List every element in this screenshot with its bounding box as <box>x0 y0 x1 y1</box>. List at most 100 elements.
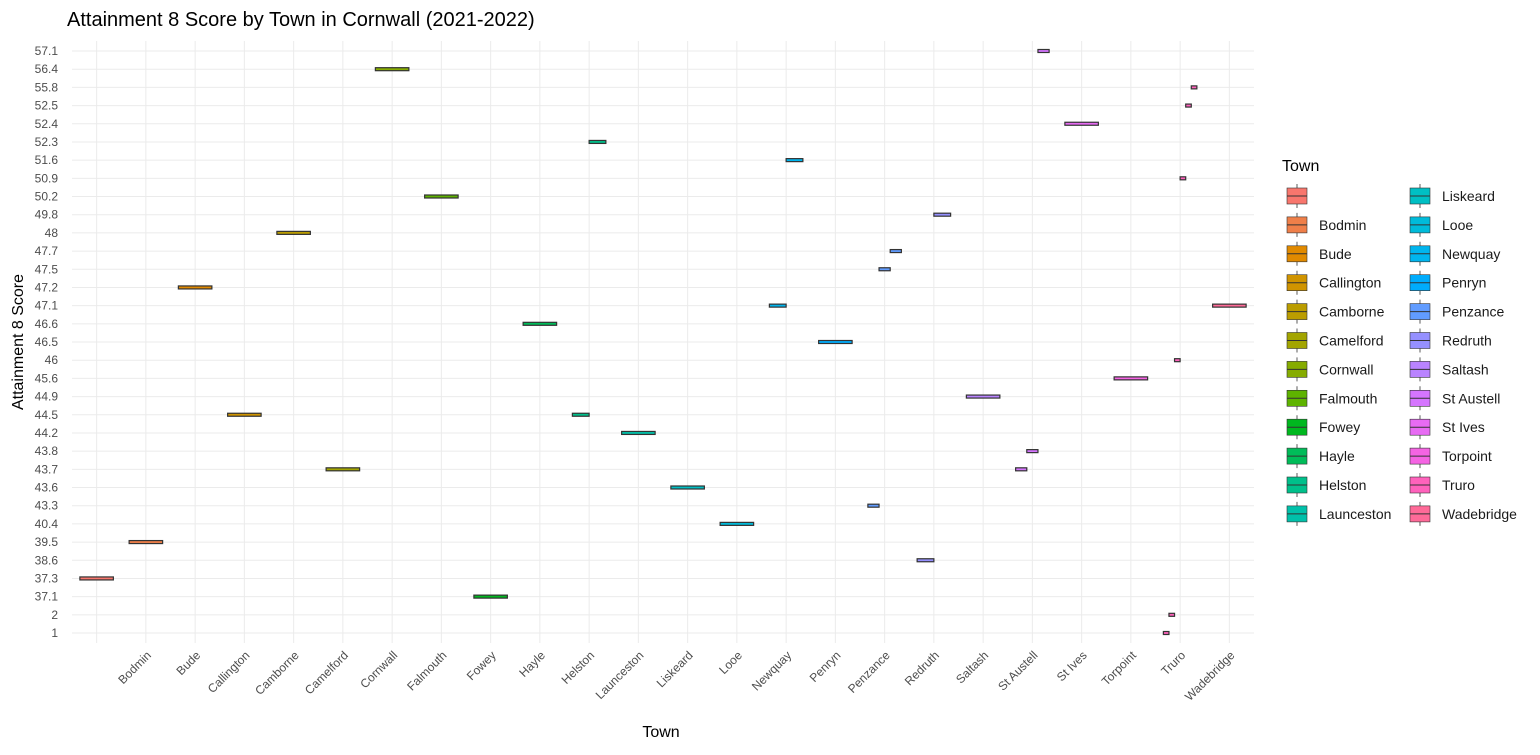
y-tick-label: 49.8 <box>35 208 59 222</box>
y-tick-label: 47.2 <box>35 280 59 294</box>
box <box>473 594 508 599</box>
x-tick-label: Helston <box>559 648 598 687</box>
y-tick-label: 44.2 <box>35 426 59 440</box>
box <box>1212 303 1247 308</box>
y-tick-label: 47.7 <box>35 244 59 258</box>
y-tick-label: 43.3 <box>35 499 59 513</box>
x-tick-label: Looe <box>716 648 745 677</box>
legend-label: Camelford <box>1319 333 1384 349</box>
box <box>933 212 952 217</box>
legend-label: Penryn <box>1442 275 1486 291</box>
box <box>818 339 853 345</box>
y-tick-label: 40.4 <box>35 517 59 531</box>
box <box>588 139 607 145</box>
y-tick-label: 38.6 <box>35 553 59 567</box>
x-tick-label: Wadebridge <box>1182 648 1238 704</box>
legend-label: St Austell <box>1442 390 1500 406</box>
x-tick-label: Torpoint <box>1099 648 1140 689</box>
y-tick-label: 56.4 <box>35 62 59 76</box>
y-tick-label: 50.2 <box>35 190 59 204</box>
legend-label: Saltash <box>1442 361 1489 377</box>
y-tick-label: 2 <box>51 608 58 622</box>
x-tick-label: Saltash <box>953 648 991 686</box>
y-tick-label: 51.6 <box>35 153 59 167</box>
x-tick-label: Callington <box>205 648 253 696</box>
legend-label: Newquay <box>1442 246 1500 262</box>
y-tick-label: 46 <box>45 353 59 367</box>
x-tick-label: Penzance <box>845 648 893 696</box>
y-tick-label: 37.1 <box>35 590 59 604</box>
y-tick-label: 39.5 <box>35 535 59 549</box>
x-tick-label: Camborne <box>252 648 302 698</box>
y-tick-label: 44.5 <box>35 408 59 422</box>
y-tick-label: 48 <box>45 226 59 240</box>
box <box>1113 376 1149 381</box>
box <box>1185 103 1192 108</box>
legend-label: Redruth <box>1442 333 1492 349</box>
y-tick-label: 44.9 <box>35 390 59 404</box>
x-tick-label: St Ives <box>1054 648 1090 684</box>
box <box>1037 48 1050 54</box>
legend-label: Hayle <box>1319 448 1355 464</box>
x-tick-label: Cornwall <box>357 648 400 691</box>
box <box>1015 467 1028 472</box>
y-tick-label: 52.4 <box>35 117 59 131</box>
x-axis-title: Town <box>642 724 679 741</box>
legend-label: Camborne <box>1319 304 1385 320</box>
legend-label: Launceston <box>1319 506 1391 522</box>
legend-label: Bude <box>1319 246 1352 262</box>
x-tick-label: Newquay <box>749 648 794 693</box>
y-tick-label: 1 <box>51 626 58 640</box>
y-tick-label: 50.9 <box>35 171 59 185</box>
chart-title: Attainment 8 Score by Town in Cornwall (… <box>67 9 535 31</box>
box <box>424 194 459 199</box>
box <box>571 412 590 417</box>
y-tick-label: 47.1 <box>35 299 59 313</box>
x-tick-label: Launceston <box>593 648 647 702</box>
x-tick-label: Falmouth <box>404 648 449 693</box>
box <box>965 394 1001 399</box>
legend-label: Callington <box>1319 275 1381 291</box>
box <box>79 576 114 581</box>
y-tick-label: 46.5 <box>35 335 59 349</box>
legend-label: Torpoint <box>1442 448 1492 464</box>
y-tick-label: 52.5 <box>35 99 59 113</box>
y-tick-label: 57.1 <box>35 44 59 58</box>
y-tick-label: 52.3 <box>35 135 59 149</box>
y-axis-title: Attainment 8 Score <box>10 274 27 410</box>
box <box>276 230 311 235</box>
box <box>128 539 164 545</box>
box <box>916 558 935 563</box>
y-tick-label: 37.3 <box>35 571 59 585</box>
x-tick-label: Hayle <box>516 648 548 680</box>
x-tick-label: Fowey <box>464 648 499 683</box>
legend-label: Wadebridge <box>1442 506 1517 522</box>
y-tick-label: 46.6 <box>35 317 59 331</box>
legend-title: Town <box>1282 158 1319 175</box>
y-tick-label: 55.8 <box>35 80 59 94</box>
legend-label: Helston <box>1319 477 1366 493</box>
x-tick-label: Truro <box>1158 648 1188 678</box>
box <box>1064 121 1099 126</box>
legend-label: Falmouth <box>1319 390 1377 406</box>
x-tick-label: St Austell <box>995 648 1040 693</box>
y-tick-label: 45.6 <box>35 371 59 385</box>
y-tick-label: 43.8 <box>35 444 59 458</box>
legend-label: Liskeard <box>1442 188 1495 204</box>
box <box>1179 176 1187 181</box>
y-tick-label: 43.6 <box>35 481 59 495</box>
legend-label: St Ives <box>1442 419 1485 435</box>
x-tick-label: Camelford <box>302 648 351 697</box>
x-tick-label: Penryn <box>807 648 844 685</box>
box <box>227 412 262 417</box>
legend-label: Truro <box>1442 477 1475 493</box>
box <box>1026 449 1039 454</box>
legend-label: Looe <box>1442 217 1473 233</box>
box <box>768 303 787 308</box>
box <box>785 158 804 163</box>
legend-label: Cornwall <box>1319 361 1373 377</box>
box <box>889 248 902 254</box>
box <box>621 430 656 436</box>
box <box>522 321 558 326</box>
